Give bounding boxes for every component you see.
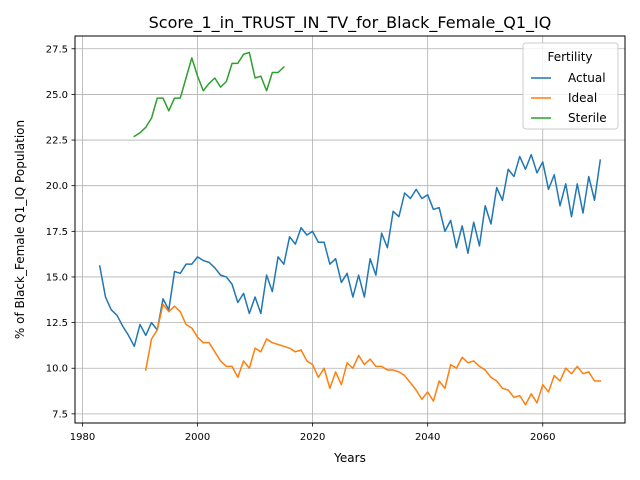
y-tick-label: 22.5 [46, 136, 68, 147]
x-axis-ticks: 1980 2000 2020 2040 2060 [70, 423, 555, 443]
x-tick-label: 2000 [185, 432, 210, 443]
legend-label-ideal: Ideal [568, 91, 597, 105]
y-tick-label: 27.5 [46, 44, 68, 55]
y-tick-label: 17.5 [46, 227, 68, 238]
chart-title: Score_1_in_TRUST_IN_TV_for_Black_Female_… [149, 13, 552, 33]
series-lines [98, 51, 602, 406]
y-tick-label: 20.0 [46, 181, 68, 192]
series-line-ideal [144, 303, 602, 406]
legend-label-actual: Actual [568, 71, 606, 85]
legend-title: Fertility [547, 50, 592, 64]
legend: Fertility Actual Ideal Sterile [522, 42, 619, 130]
series-line-sterile [133, 51, 285, 138]
x-axis-label: Years [333, 451, 366, 465]
legend-label-sterile: Sterile [568, 111, 607, 125]
y-tick-label: 15.0 [46, 272, 68, 283]
legend-box [522, 42, 619, 130]
x-tick-label: 2060 [530, 432, 555, 443]
y-axis-ticks: 7.5 10.0 12.5 15.0 17.5 20.0 22.5 25.0 27.5 [46, 44, 75, 420]
y-tick-label: 12.5 [46, 318, 68, 329]
x-tick-label: 2040 [415, 432, 440, 443]
x-tick-label: 1980 [70, 432, 95, 443]
x-tick-label: 2020 [300, 432, 325, 443]
legend-items: Actual Ideal Sterile [531, 71, 607, 125]
series-line-actual [98, 153, 602, 348]
plot-frame [74, 35, 626, 424]
y-tick-label: 10.0 [46, 364, 68, 375]
y-tick-label: 7.5 [52, 409, 68, 420]
y-axis-label: % of Black_Female Q1_IQ Population [13, 120, 27, 339]
y-tick-label: 25.0 [46, 90, 68, 101]
grid [75, 36, 625, 423]
